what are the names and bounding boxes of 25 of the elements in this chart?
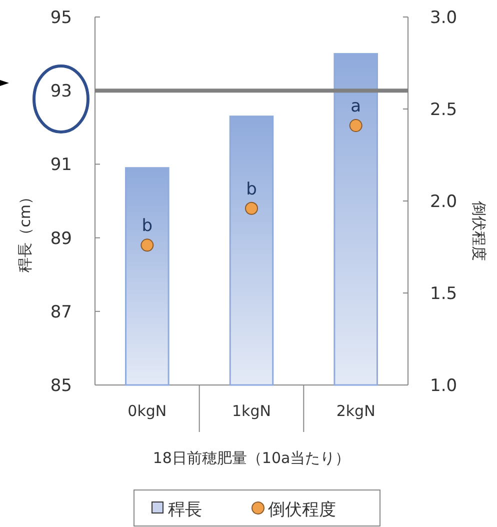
y-tick-label: 95 [50,8,72,28]
annotation: b [142,216,153,236]
y-tick-label: 93 [50,82,72,102]
x-tick-label: 0kgN [128,402,167,420]
y-tick-label: 91 [50,155,72,176]
annotation: a [350,96,362,117]
point [245,202,258,215]
annotation: b [246,179,257,200]
y2-axis-title: 倒伏程度 [470,201,488,261]
y2-tick-label: 3.0 [430,8,458,28]
y-tick-label: 89 [50,228,72,249]
y2-tick-label: 1.5 [430,284,458,304]
y-axis-title: 稈長（cm） [16,190,34,272]
y-tick-label: 85 [50,376,72,396]
x-tick-label: 1kgN [232,402,271,420]
x-tick-label: 2kgN [336,402,376,420]
x-axis-title: 18日前穂肥量（10a当たり） [152,449,350,467]
y2-tick-label: 2.5 [430,100,458,120]
legend-label: 稈長 [168,500,202,520]
point [349,119,362,132]
y2-tick-label: 2.0 [430,192,458,212]
legend-label: 倒伏程度 [268,500,336,520]
y-tick-label: 87 [50,302,72,322]
y2-tick-label: 1.0 [430,376,458,396]
point [140,238,154,252]
